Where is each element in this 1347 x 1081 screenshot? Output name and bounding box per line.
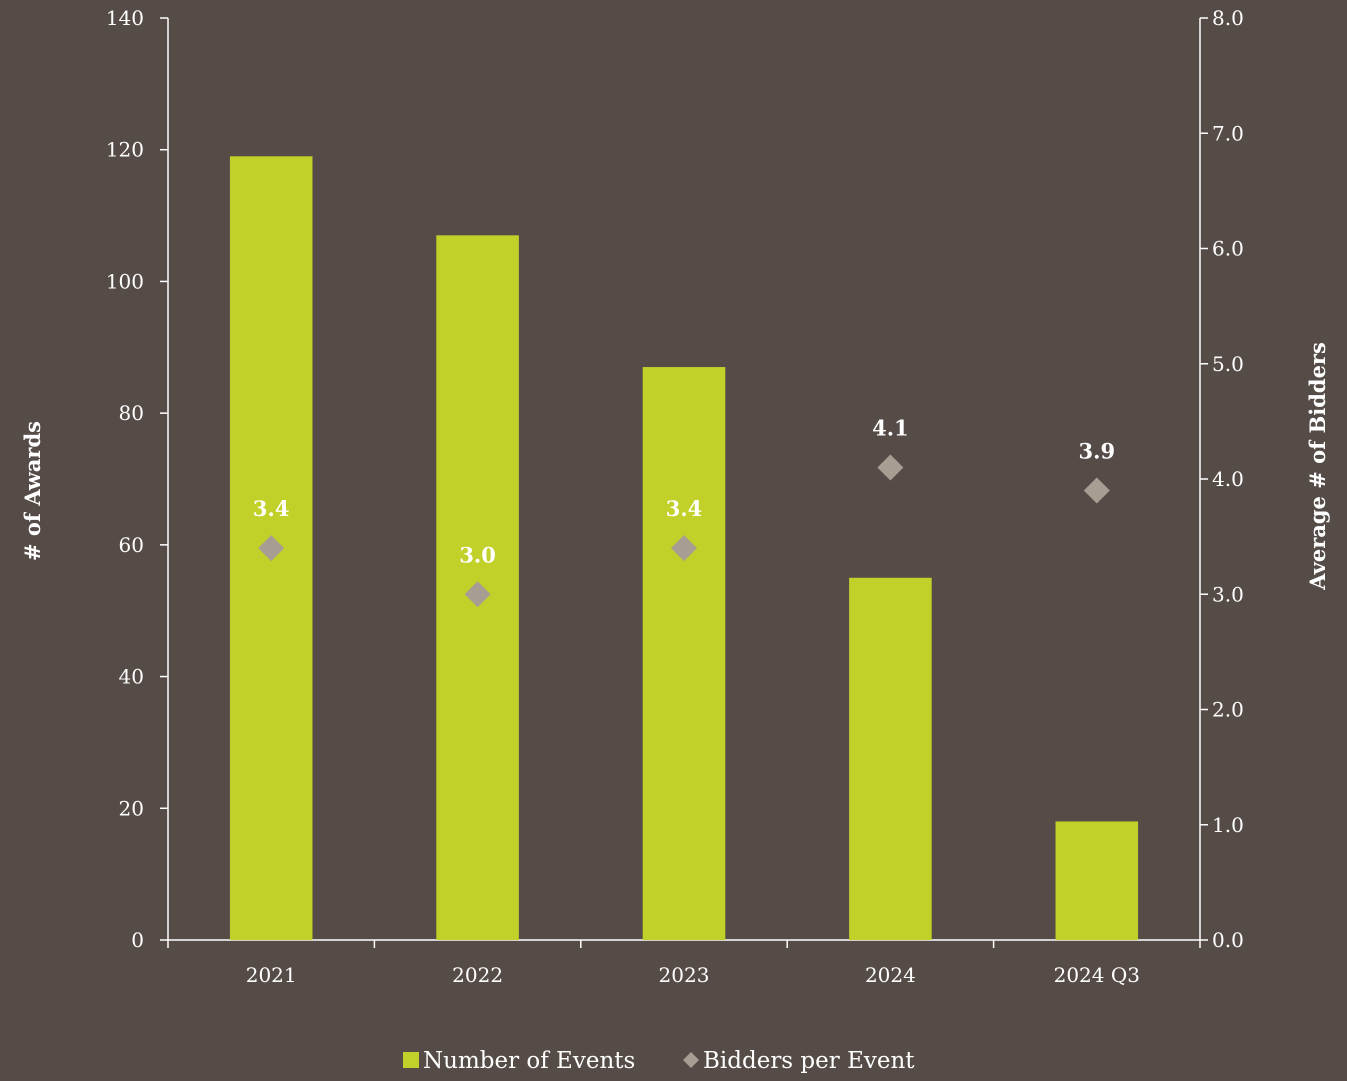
x-tick-label: 2024: [865, 963, 916, 987]
y-left-tick-label: 100: [106, 269, 144, 293]
y-right-tick-label: 8.0: [1212, 6, 1244, 30]
legend: Number of Events Bidders per Event: [403, 1048, 915, 1074]
y-left-tick-label: 0: [131, 928, 144, 952]
bidders-data-label: 3.4: [253, 496, 290, 521]
y-right-tick-label: 6.0: [1212, 237, 1244, 261]
y-left-tick-label: 60: [119, 533, 144, 557]
labels-group: 3.4 3.0 3.4 4.1 3.9: [253, 415, 1115, 567]
y-right-tick-label: 7.0: [1212, 121, 1244, 145]
y-right-tick-label: 2.0: [1212, 698, 1244, 722]
legend-label-number-of-events: Number of Events: [423, 1048, 635, 1074]
bidders-marker: [671, 535, 697, 562]
bidders-marker: [258, 535, 285, 562]
bidders-data-label: 3.4: [666, 496, 703, 521]
y-left-tick-label: 80: [119, 401, 144, 425]
y-right-axis-title: Average # of Bidders: [1305, 342, 1330, 591]
bidders-marker: [1083, 477, 1110, 504]
y-right-tick-label: 1.0: [1212, 813, 1244, 837]
bidders-marker: [877, 454, 904, 481]
bidders-data-label: 3.0: [459, 542, 496, 567]
bidders-data-label: 3.9: [1079, 439, 1116, 464]
y-left-tick-label: 40: [119, 665, 144, 689]
x-tick-label: 2021: [246, 963, 297, 987]
legend-label-bidders-per-event: Bidders per Event: [703, 1048, 915, 1074]
x-tick-label: 2024 Q3: [1054, 963, 1140, 987]
y-left-tick-label: 20: [119, 796, 144, 820]
bidders-marker: [464, 581, 491, 608]
y-left-axis-title: # of Awards: [20, 421, 45, 561]
bidders-data-label: 4.1: [872, 415, 909, 440]
y-right-tick-label: 4.0: [1212, 467, 1244, 491]
y-right-tick-label: 0.0: [1212, 928, 1244, 952]
markers-group: [258, 454, 1110, 608]
legend-swatch-bidders-per-event: [683, 1052, 699, 1068]
bar: [849, 577, 932, 940]
legend-swatch-number-of-events: [403, 1052, 419, 1068]
y-left-tick-label: 120: [106, 138, 144, 162]
y-left-tick-label: 140: [106, 6, 144, 30]
axes-group: 0 20 40 60 80 100 120 140 0.0 1.0 2.0 3.0 4.0 5.0 6.0 7…: [106, 6, 1244, 987]
bar: [642, 367, 726, 940]
x-tick-label: 2022: [452, 963, 503, 987]
y-right-tick-label: 3.0: [1212, 582, 1244, 606]
x-tick-label: 2023: [659, 963, 710, 987]
bar: [1055, 821, 1139, 940]
y-right-tick-label: 5.0: [1212, 352, 1244, 376]
